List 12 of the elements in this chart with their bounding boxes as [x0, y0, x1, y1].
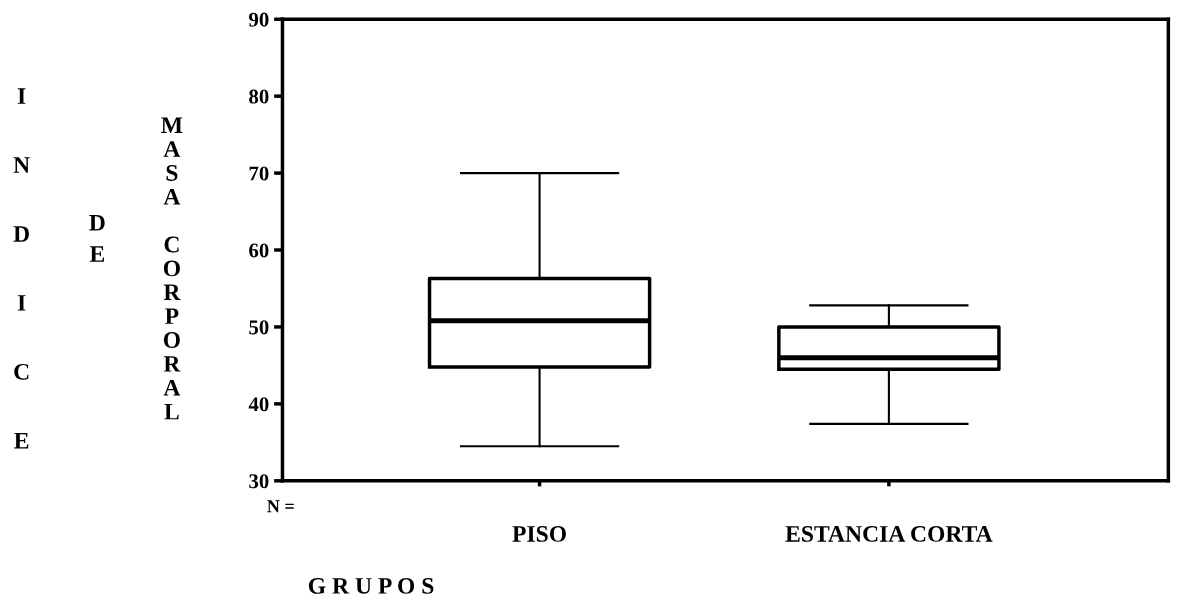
y-tick-label: 70 [249, 166, 269, 181]
y-tick-label: 90 [249, 12, 269, 27]
y-tick-label: 30 [249, 474, 269, 489]
y-tick-label: 80 [249, 89, 269, 104]
x-tick-label: ESTANCIA CORTA [785, 525, 993, 542]
x-tick-label: PISO [512, 525, 566, 542]
y-tick-label: 40 [248, 397, 269, 412]
y-tick-label: 50 [249, 320, 269, 335]
x-axis-title: G R U P O S [308, 577, 434, 594]
text: INDICE DE MASA CORPORAL [13, 88, 183, 449]
text: N = [267, 500, 294, 513]
y-tick-label: 60 [249, 243, 269, 258]
